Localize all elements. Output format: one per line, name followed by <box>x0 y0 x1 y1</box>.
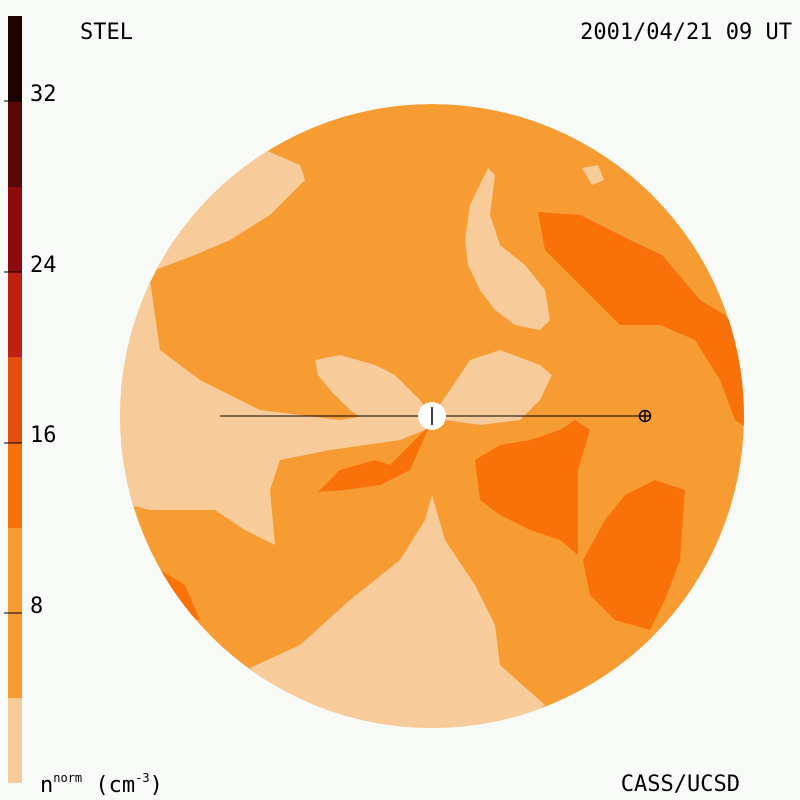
colorbar-band-5 <box>8 187 22 272</box>
region-high-center-sliver <box>318 425 430 492</box>
region-low-northwest <box>140 150 305 280</box>
colorbar-band-7 <box>8 16 22 101</box>
region-low-islet-ne <box>582 165 604 185</box>
region-high-east-center <box>475 420 590 555</box>
region-low-north-finger <box>465 168 550 330</box>
colorbar-band-2 <box>8 443 22 528</box>
colorbar-band-0 <box>8 698 22 783</box>
colorbar-tick-24: 24 <box>30 253 57 278</box>
region-high-northeast <box>538 212 744 430</box>
region-low-center-petals <box>315 350 552 440</box>
density-disk <box>120 104 744 728</box>
colorbar-tick-16: 16 <box>30 423 57 448</box>
region-high-southwest <box>160 570 200 620</box>
region-low-islet-s <box>468 660 476 690</box>
earth-icon <box>638 409 652 423</box>
colorbar-labels: 32 24 16 8 nnorm (cm-3) <box>0 0 163 800</box>
region-high-southeast <box>583 480 685 630</box>
colorbar-tick-8: 8 <box>30 594 44 619</box>
colorbar-band-6 <box>8 101 22 187</box>
region-low-west <box>120 280 430 545</box>
observatory-label: STEL <box>80 20 133 45</box>
colorbar-unit-label: nnorm (cm-3) <box>40 771 163 798</box>
credit-label: CASS/UCSD <box>620 772 740 797</box>
timestamp-label: 2001/04/21 09 UT <box>580 20 792 45</box>
colorbar-tick-32: 32 <box>30 82 57 107</box>
colorbar-band-4 <box>8 272 22 357</box>
colorbar <box>4 16 22 783</box>
colorbar-band-3 <box>8 357 22 443</box>
